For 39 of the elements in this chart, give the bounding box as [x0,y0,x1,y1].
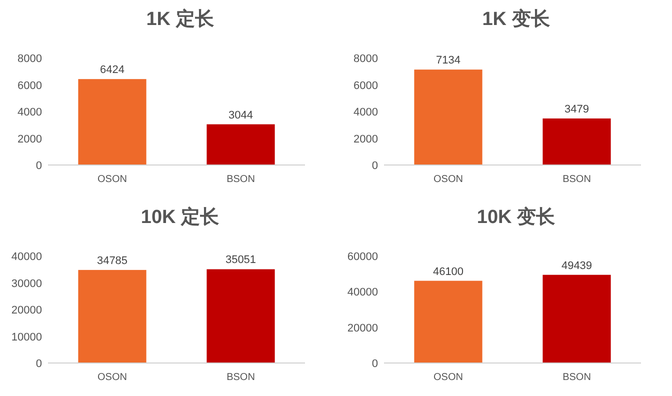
chart-title: 1K 变长 [482,8,551,30]
data-label: 3479 [564,103,589,116]
x-tick-label: BSON [562,174,591,185]
data-label: 49439 [561,260,592,272]
y-tick-label: 8000 [354,53,378,65]
y-tick-label: 40000 [347,286,378,299]
chart-title: 10K 变长 [476,206,556,228]
x-tick-label: BSON [226,174,255,185]
y-tick-label: 8000 [18,53,42,65]
x-tick-label: OSON [434,372,463,383]
y-tick-label: 4000 [18,106,42,118]
y-tick-label: 0 [36,160,42,172]
data-label: 34785 [96,254,128,267]
x-tick-label: OSON [98,372,127,383]
y-tick-label: 10000 [11,331,42,344]
x-tick-label: OSON [434,174,463,185]
y-tick-label: 60000 [347,251,378,263]
x-tick-label: BSON [226,372,255,383]
y-tick-label: 20000 [347,322,378,334]
x-tick-label: BSON [562,372,591,383]
y-tick-label: 0 [372,358,378,370]
data-label: 35051 [225,254,256,266]
y-tick-label: 2000 [354,133,378,146]
x-tick-label: OSON [98,174,127,185]
y-tick-label: 6000 [354,80,378,92]
y-tick-label: 4000 [354,106,378,118]
y-tick-label: 6000 [18,80,42,92]
y-tick-label: 40000 [11,251,42,263]
data-label: 7134 [436,54,460,67]
data-label: 46100 [432,266,464,278]
data-label: 6424 [100,64,124,76]
chart-title: 1K 定长 [146,8,215,30]
y-tick-label: 0 [372,160,378,172]
chart-title: 10K 定长 [140,206,220,228]
y-tick-label: 20000 [11,304,42,316]
data-label: 3044 [228,109,253,122]
y-tick-label: 30000 [11,278,42,290]
y-tick-label: 2000 [18,133,42,146]
y-tick-label: 0 [36,358,42,370]
